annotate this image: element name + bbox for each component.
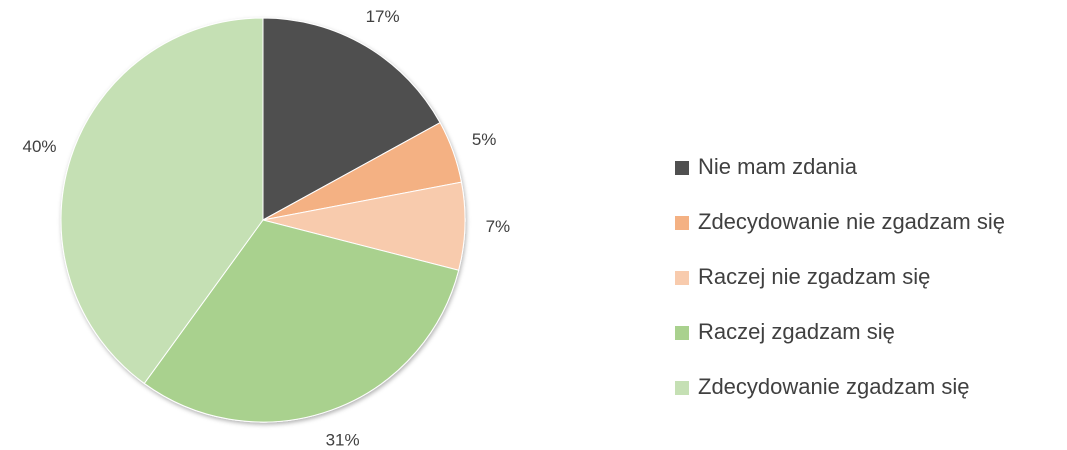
legend-label: Raczej nie zgadzam się [698, 264, 930, 289]
legend-label: Zdecydowanie nie zgadzam się [698, 209, 1005, 234]
data-label: 5% [472, 130, 497, 149]
data-label: 31% [326, 431, 360, 450]
legend-swatch [675, 381, 689, 395]
legend-swatch [675, 216, 689, 230]
data-label: 7% [486, 217, 511, 236]
legend-label: Zdecydowanie zgadzam się [698, 374, 969, 399]
legend-swatch [675, 326, 689, 340]
legend-swatch [675, 271, 689, 285]
legend-label: Nie mam zdania [698, 154, 858, 179]
pie-slice [143, 219, 460, 423]
pie [60, 17, 466, 423]
pie-slice [60, 17, 264, 385]
legend-label: Raczej zgadzam się [698, 319, 895, 344]
pie-slice [262, 17, 441, 221]
data-label: 17% [366, 7, 400, 26]
data-label: 40% [22, 137, 56, 156]
legend-swatch [675, 161, 689, 175]
